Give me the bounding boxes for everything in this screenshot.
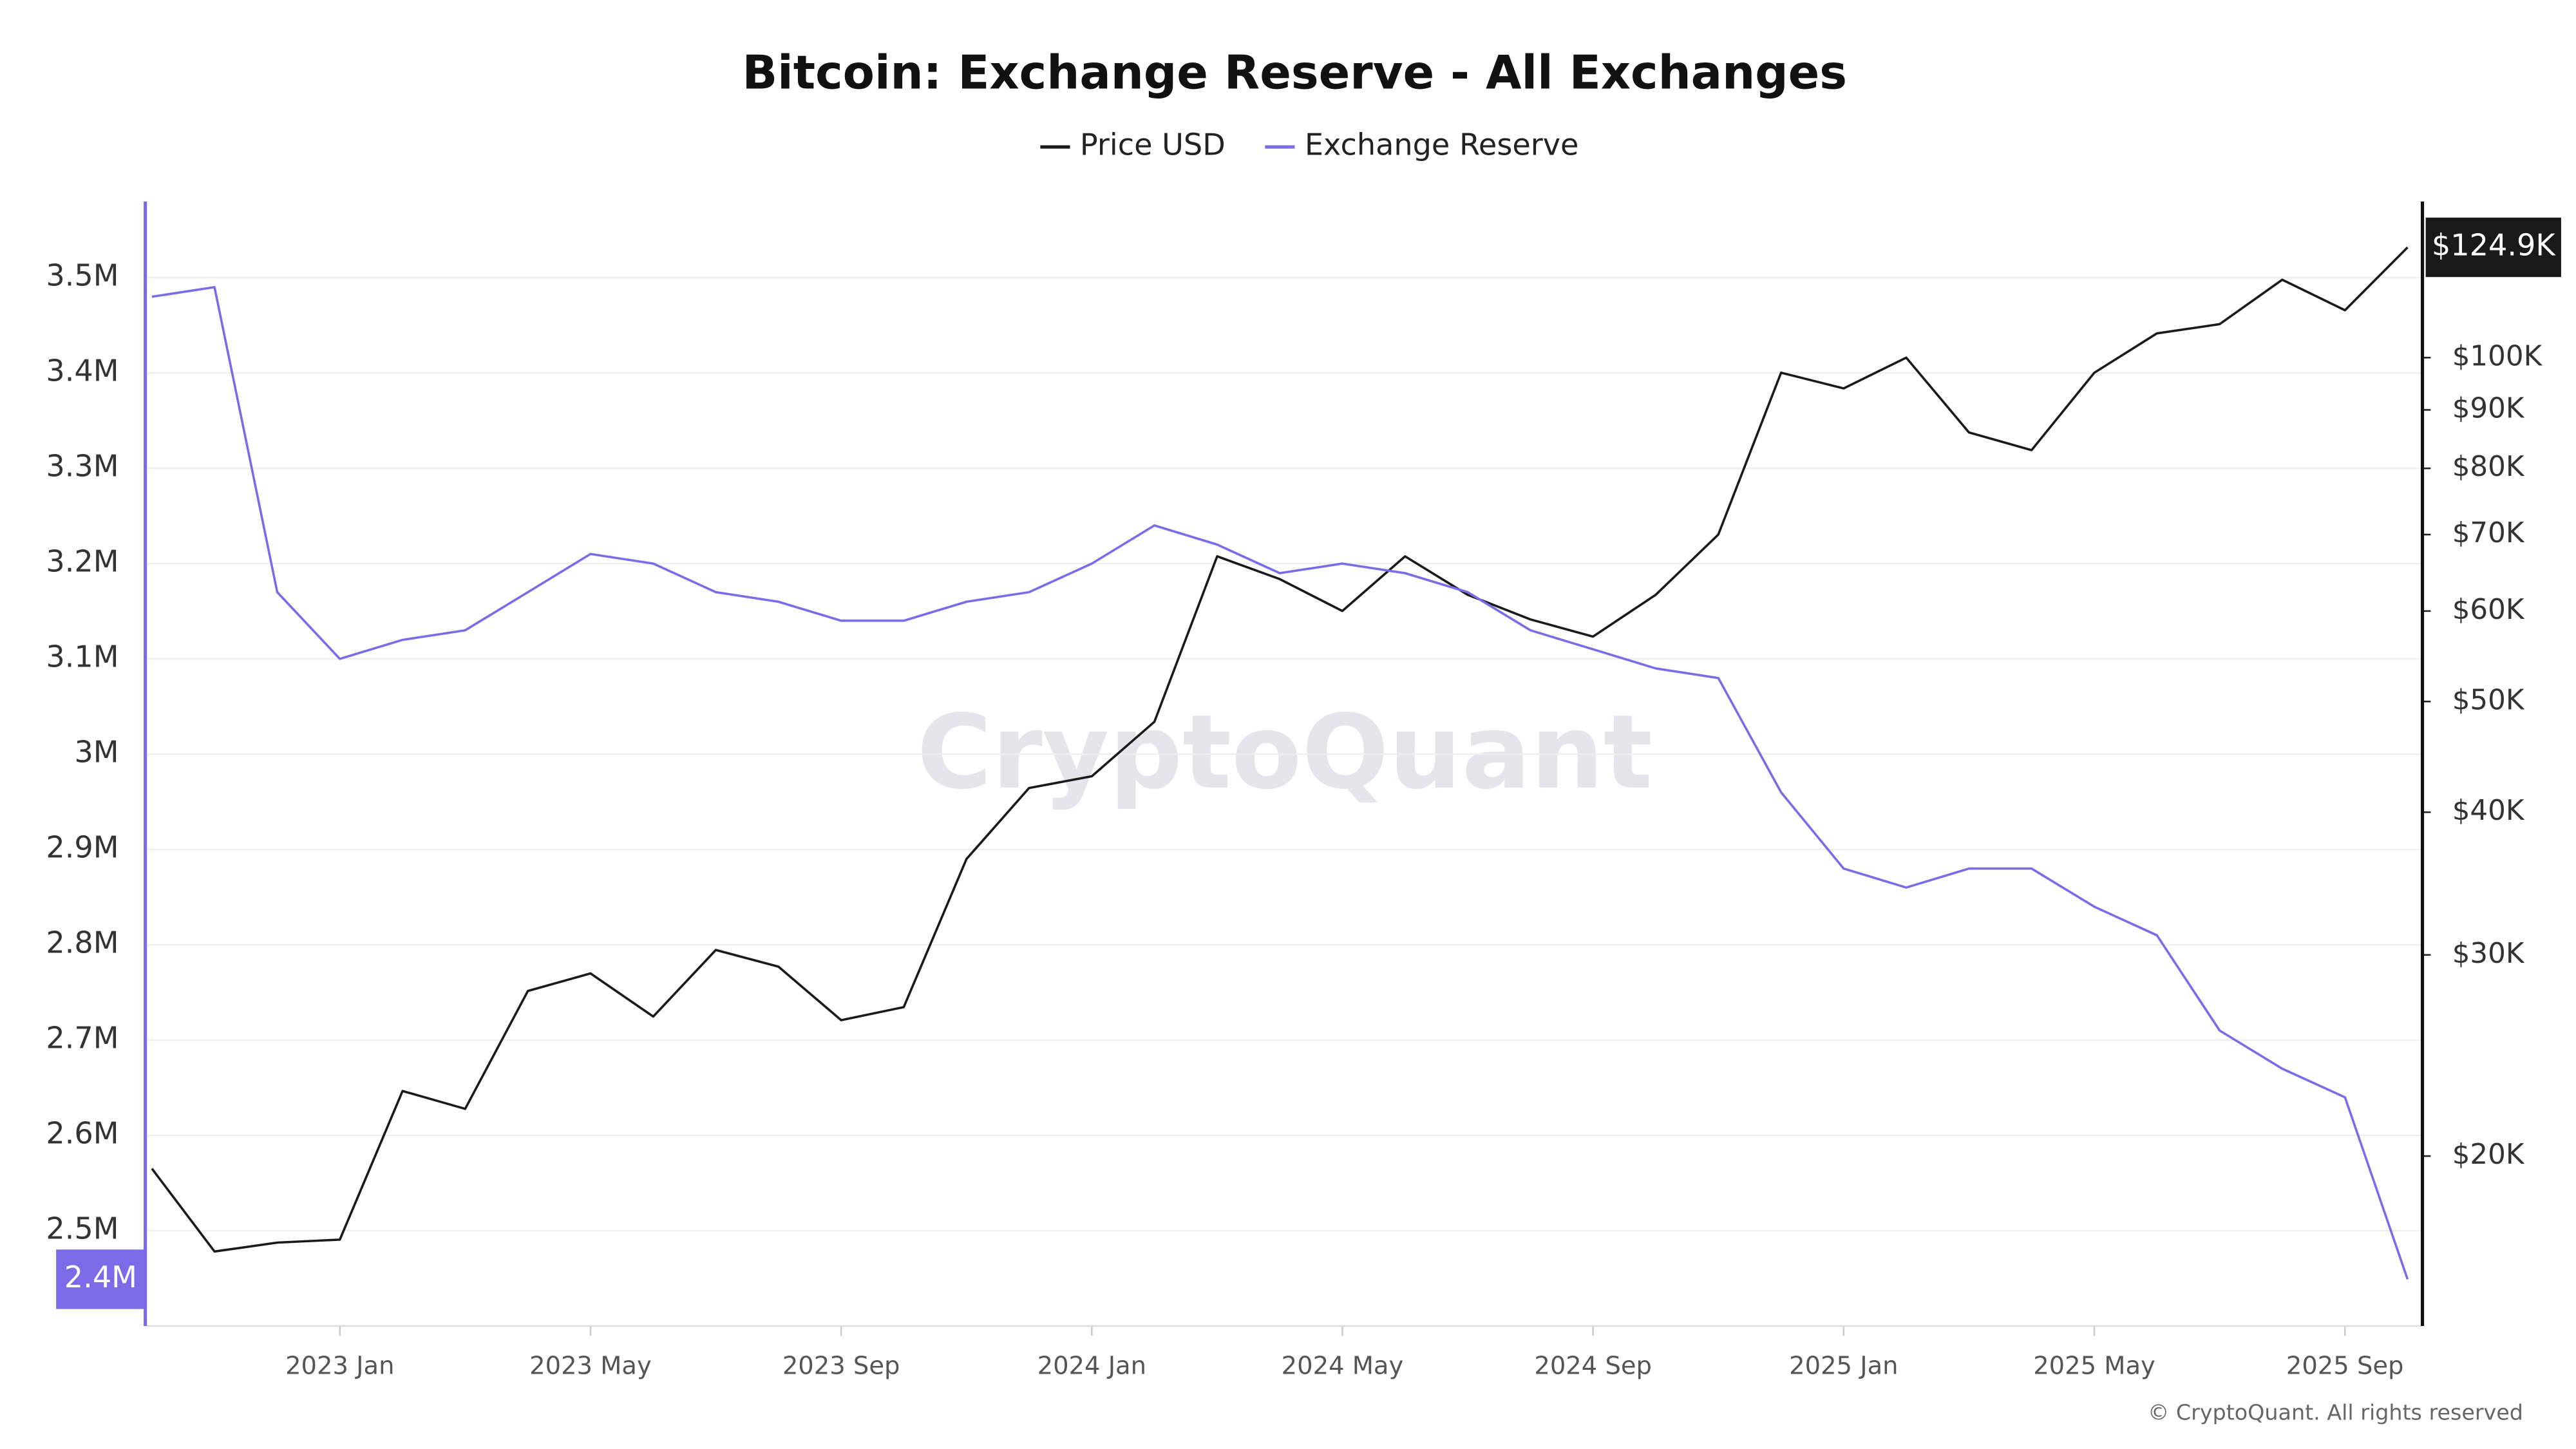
y2-tick-label: $40K [2452,795,2525,827]
x-tick-label: 2023 May [529,1352,652,1381]
x-tick-label: 2025 May [2033,1352,2155,1381]
y2-tick-label: $60K [2452,594,2525,626]
y2-tick-label: $90K [2452,392,2525,424]
x-tick-label: 2024 Jan [1037,1352,1146,1381]
series-line [151,286,2409,1280]
value-label: $124.9K [2432,228,2556,263]
legend: Price USD Exchange Reserve [1040,128,1578,162]
y-tick-label: 3.2M [46,544,118,579]
y2-tick-label: $30K [2452,938,2525,970]
y2-tick-label: $50K [2452,684,2525,716]
y-tick-label: 3M [74,735,118,770]
y2-tick-label: $80K [2452,451,2525,483]
y-tick-label: 2.9M [46,830,118,865]
x-tick-label: 2024 Sep [1534,1352,1652,1381]
chart-title: Bitcoin: Exchange Reserve - All Exchange… [742,45,1847,99]
y2-tick-label: $100K [2452,340,2543,372]
watermark: CryptoQuant [917,693,1653,812]
copyright: © CryptoQuant. All rights reserved [2148,1399,2523,1425]
legend-label: Price USD [1080,128,1226,162]
y-tick-label: 2.5M [46,1211,118,1245]
value-label: 2.4M [64,1260,137,1294]
y-tick-label: 3.1M [46,639,118,674]
x-tick-label: 2025 Sep [2286,1352,2404,1381]
y-tick-label: 3.3M [46,449,118,484]
series-line [151,246,2409,1253]
value-badge [2425,217,2561,278]
y2-tick-label: $70K [2452,517,2525,549]
y-tick-label: 3.4M [46,354,118,388]
x-tick-label: 2023 Sep [782,1352,900,1381]
value-badge [56,1249,146,1309]
x-tick-label: 2024 May [1282,1352,1404,1381]
y-tick-label: 2.6M [46,1116,118,1151]
y-tick-label: 2.7M [46,1021,118,1056]
x-tick-label: 2025 Jan [1789,1352,1898,1381]
y-tick-label: 3.5M [46,258,118,293]
y-tick-label: 2.8M [46,925,118,960]
legend-label: Exchange Reserve [1305,128,1579,162]
x-tick-label: 2023 Jan [285,1352,394,1381]
y2-tick-label: $20K [2452,1139,2525,1171]
